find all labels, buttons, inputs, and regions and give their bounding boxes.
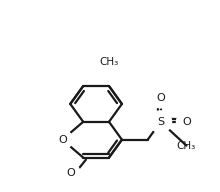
Text: O: O (66, 168, 75, 178)
Circle shape (60, 164, 80, 183)
Text: CH₃: CH₃ (177, 141, 196, 151)
Text: CH₃: CH₃ (99, 57, 119, 67)
Circle shape (176, 112, 196, 132)
Circle shape (151, 88, 170, 108)
Circle shape (52, 130, 72, 150)
Text: O: O (182, 117, 191, 127)
Text: S: S (157, 117, 164, 127)
Text: O: O (156, 93, 165, 103)
Circle shape (150, 111, 172, 133)
Text: O: O (58, 135, 67, 145)
